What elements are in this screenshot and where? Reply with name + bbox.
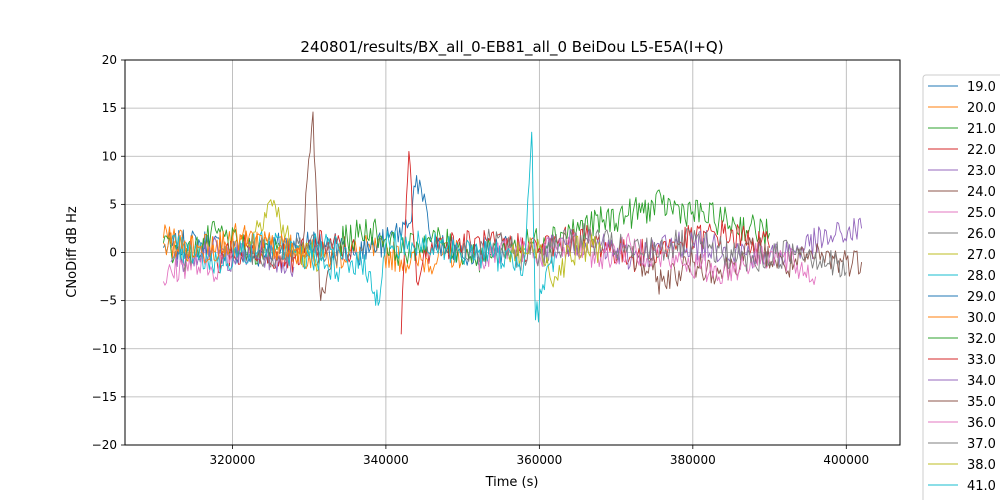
legend-label-20.0: 20.0	[967, 101, 996, 116]
x-tick-label: 400000	[823, 453, 869, 467]
y-tick-label: 0	[109, 246, 117, 260]
y-axis-label: CNoDiff dB Hz	[65, 206, 80, 298]
legend-label-33.0: 33.0	[967, 353, 996, 368]
x-axis: 320000 340000 360000 380000 400000	[210, 445, 869, 467]
legend-label-19.0: 19.0	[967, 80, 996, 95]
y-tick-label: −20	[92, 438, 117, 452]
y-tick-label: −10	[92, 342, 117, 356]
legend-label-23.0: 23.0	[967, 164, 996, 179]
legend-frame	[922, 74, 1000, 500]
x-tick-label: 380000	[670, 453, 716, 467]
x-axis-label: Time (s)	[485, 475, 539, 490]
series-line-24.0	[301, 111, 333, 302]
chart-title: 240801/results/BX_all_0-EB81_all_0 BeiDo…	[300, 38, 723, 57]
legend-label-29.0: 29.0	[967, 290, 996, 305]
legend-label-24.0: 24.0	[967, 185, 996, 200]
legend-label-41.0: 41.0	[967, 479, 996, 494]
series-line-32.0	[339, 189, 771, 273]
y-tick-label: 10	[102, 149, 117, 163]
legend-label-30.0: 30.0	[967, 311, 996, 326]
y-axis: −20 −15 −10 −5 0 5 10 15 20	[92, 53, 125, 452]
legend-label-21.0: 21.0	[967, 122, 996, 137]
legend-label-32.0: 32.0	[967, 332, 996, 347]
series-line-41.0	[308, 131, 556, 323]
x-tick-label: 340000	[363, 453, 409, 467]
legend-label-37.0: 37.0	[967, 437, 996, 452]
legend-label-34.0: 34.0	[967, 374, 996, 389]
y-tick-label: 20	[102, 53, 117, 67]
series-line-30.0	[163, 223, 310, 263]
legend-label-25.0: 25.0	[967, 206, 996, 221]
legend-label-35.0: 35.0	[967, 395, 996, 410]
legend-label-22.0: 22.0	[967, 143, 996, 158]
legend-label-26.0: 26.0	[967, 227, 996, 242]
legend-label-38.0: 38.0	[967, 458, 996, 473]
series-line-27.0	[247, 199, 325, 272]
y-tick-label: 15	[102, 101, 117, 115]
x-tick-label: 320000	[210, 453, 256, 467]
legend-label-27.0: 27.0	[967, 248, 996, 263]
y-tick-label: −15	[92, 390, 117, 404]
series-line-37.0	[462, 222, 847, 278]
y-tick-label: 5	[109, 197, 117, 211]
x-tick-label: 360000	[516, 453, 562, 467]
series-line-38.0	[508, 234, 602, 288]
legend-label-36.0: 36.0	[967, 416, 996, 431]
legend-label-28.0: 28.0	[967, 269, 996, 284]
legend: 19.0 20.0 21.0 22.0 23.0 24.0 25.0 26.0 27.0 28.0…	[922, 74, 1000, 500]
series-layer	[162, 111, 863, 335]
series-line-25.0	[162, 245, 233, 286]
y-tick-label: −5	[99, 294, 117, 308]
